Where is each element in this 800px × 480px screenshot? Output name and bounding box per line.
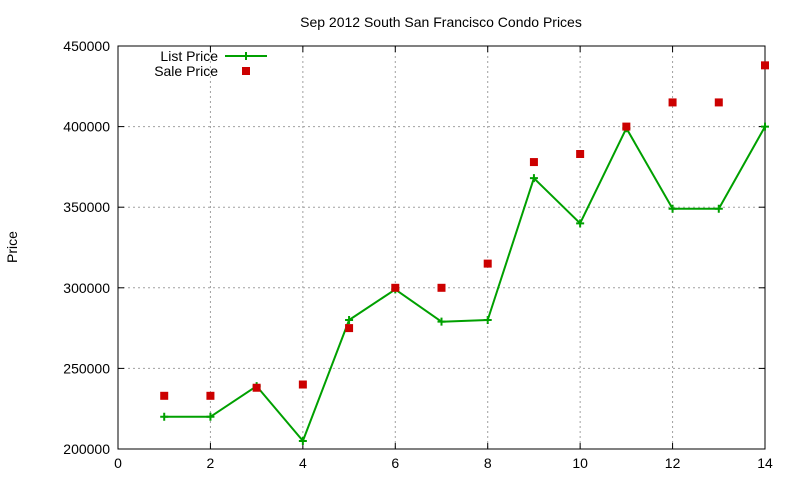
list-price-point	[298, 436, 307, 445]
x-tick-label: 14	[757, 455, 773, 471]
list-price-point	[529, 174, 538, 183]
y-tick-label: 300000	[63, 280, 110, 296]
sale-price-point	[391, 283, 400, 292]
y-tick-label: 200000	[63, 441, 110, 457]
sale-price-point	[345, 324, 354, 333]
sale-price-point	[483, 259, 492, 268]
legend-marker-sale-price	[242, 67, 250, 75]
y-tick-label: 350000	[63, 199, 110, 215]
y-tick-label: 250000	[63, 360, 110, 376]
list-price-point	[437, 317, 446, 326]
legend-label-sale-price: Sale Price	[154, 63, 218, 79]
plot-border	[117, 45, 766, 450]
sale-price-point	[437, 283, 446, 292]
x-tick-label: 2	[207, 455, 215, 471]
list-price-point	[345, 316, 354, 325]
y-tick-label: 400000	[63, 119, 110, 135]
sale-price-point	[206, 391, 215, 400]
list-price-point	[483, 316, 492, 325]
x-tick-label: 6	[391, 455, 399, 471]
legend-marker-list-price	[242, 52, 250, 60]
sale-price-point	[160, 391, 169, 400]
x-tick-label: 0	[114, 455, 122, 471]
sale-price-point	[252, 383, 261, 392]
x-tick-label: 10	[572, 455, 588, 471]
sale-price-point	[761, 61, 769, 70]
list-price-point	[576, 219, 585, 228]
sale-price-point	[298, 380, 307, 389]
sale-price-point	[529, 158, 538, 167]
sale-price-point	[714, 98, 723, 107]
x-tick-label: 12	[665, 455, 681, 471]
y-tick-label: 450000	[63, 38, 110, 54]
list-price-point	[160, 412, 169, 421]
y-axis-label: Price	[4, 231, 20, 263]
x-tick-label: 4	[299, 455, 307, 471]
legend-label-list-price: List Price	[160, 48, 218, 64]
legend: List Price Sale Price	[154, 48, 267, 79]
list-price-point	[668, 204, 677, 213]
sale-price-point	[622, 122, 631, 131]
axis-ticks: 0 2 4 6 8 10 12 14 200000 250000 300000 350000 40000…	[63, 38, 773, 471]
list-price-point	[714, 204, 723, 213]
sale-price-point	[576, 150, 585, 159]
sale-price-point	[668, 98, 677, 107]
list-price-point	[206, 412, 215, 421]
chart-title: Sep 2012 South San Francisco Condo Price…	[300, 14, 582, 30]
series-layer	[160, 61, 769, 445]
list-price-point	[761, 122, 769, 131]
list-price-line	[164, 126, 766, 442]
x-tick-label: 8	[484, 455, 492, 471]
